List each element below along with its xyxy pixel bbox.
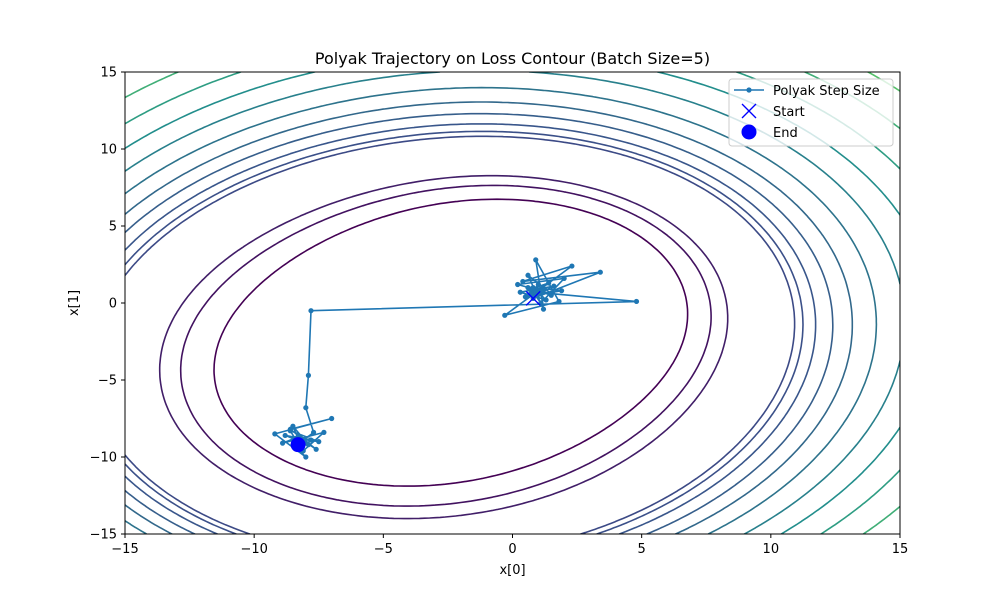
trajectory-point bbox=[530, 285, 536, 291]
contour-line bbox=[125, 101, 854, 534]
trajectory-point bbox=[303, 454, 309, 460]
legend-label-start: Start bbox=[773, 105, 805, 120]
contour-line bbox=[213, 198, 689, 487]
start-marker bbox=[525, 290, 541, 306]
x-tick-label: 15 bbox=[892, 542, 909, 557]
trajectory-point bbox=[272, 431, 278, 437]
trajectory-point bbox=[313, 446, 319, 452]
trajectory-point bbox=[517, 289, 523, 295]
legend-marker-start bbox=[741, 103, 757, 119]
trajectory-point bbox=[502, 312, 508, 318]
y-tick-label: 0 bbox=[109, 297, 117, 312]
trajectory-point bbox=[310, 429, 317, 435]
trajectory-point bbox=[561, 275, 567, 281]
trajectory-point bbox=[308, 437, 314, 443]
contour-line bbox=[125, 130, 804, 534]
trajectory-point bbox=[316, 439, 322, 445]
y-tick-label: 10 bbox=[100, 143, 117, 158]
trajectory-line bbox=[274, 259, 638, 458]
y-tick-label: −5 bbox=[98, 374, 117, 389]
legend-box bbox=[728, 78, 894, 147]
legend-label-polyak: Polyak Step Size bbox=[773, 84, 880, 99]
trajectory-point bbox=[329, 415, 335, 422]
trajectory-point bbox=[515, 281, 521, 288]
trajectory-point bbox=[569, 263, 575, 269]
x-tick-label: −10 bbox=[240, 542, 267, 557]
trajectory-layer bbox=[272, 257, 640, 460]
legend-marker-polyak bbox=[746, 87, 752, 93]
y-tick-label: −10 bbox=[90, 451, 117, 466]
y-tick-label: −15 bbox=[90, 528, 117, 543]
trajectory-point bbox=[525, 272, 531, 278]
trajectory-point bbox=[597, 269, 603, 275]
contour-line bbox=[125, 135, 796, 534]
trajectory-point bbox=[321, 429, 327, 435]
trajectory-point bbox=[525, 285, 531, 291]
trajectory-point bbox=[558, 288, 565, 294]
legend-marker-end bbox=[741, 124, 757, 140]
trajectory-point bbox=[546, 280, 552, 286]
trajectory-point bbox=[633, 298, 640, 305]
chart-title: Polyak Trajectory on Loss Contour (Batch… bbox=[315, 49, 710, 68]
y-axis-label: x[1] bbox=[67, 290, 82, 316]
trajectory-point bbox=[305, 372, 312, 378]
trajectory-point bbox=[540, 306, 547, 312]
y-tick-label: 15 bbox=[100, 66, 117, 81]
contour-line bbox=[125, 123, 817, 534]
y-axis: −15 −10 −5 0 5 10 15 bbox=[90, 66, 125, 543]
trajectory-point bbox=[287, 428, 293, 434]
x-tick-label: −5 bbox=[374, 542, 393, 557]
trajectory-point bbox=[543, 297, 549, 303]
trajectory-point bbox=[533, 289, 539, 295]
contour-line bbox=[179, 184, 712, 507]
trajectory-point bbox=[535, 281, 541, 288]
legend: Polyak Step Size Start End bbox=[728, 78, 894, 147]
trajectory-point bbox=[551, 283, 557, 289]
trajectory-point bbox=[533, 257, 539, 263]
legend-label-end: End bbox=[773, 126, 798, 141]
end-marker bbox=[290, 437, 306, 453]
trajectory-point bbox=[520, 278, 526, 285]
trajectory-point bbox=[303, 405, 309, 411]
x-axis-label: x[0] bbox=[499, 563, 525, 578]
trajectory-point bbox=[548, 292, 554, 298]
x-tick-label: 0 bbox=[508, 542, 516, 557]
trajectory-point bbox=[556, 298, 562, 305]
trajectory-point bbox=[279, 440, 286, 446]
x-tick-label: −15 bbox=[111, 542, 138, 557]
trajectory-point bbox=[282, 432, 288, 439]
contour-line bbox=[125, 86, 878, 534]
x-axis: −15 −10 −5 0 5 10 15 bbox=[111, 534, 908, 557]
contour-line bbox=[158, 174, 729, 520]
trajectory-point bbox=[290, 423, 296, 429]
trajectory-point bbox=[522, 294, 529, 300]
y-tick-label: 5 bbox=[109, 220, 117, 235]
trajectory-point bbox=[308, 308, 314, 314]
x-tick-label: 10 bbox=[763, 542, 780, 557]
x-tick-label: 5 bbox=[638, 542, 646, 557]
